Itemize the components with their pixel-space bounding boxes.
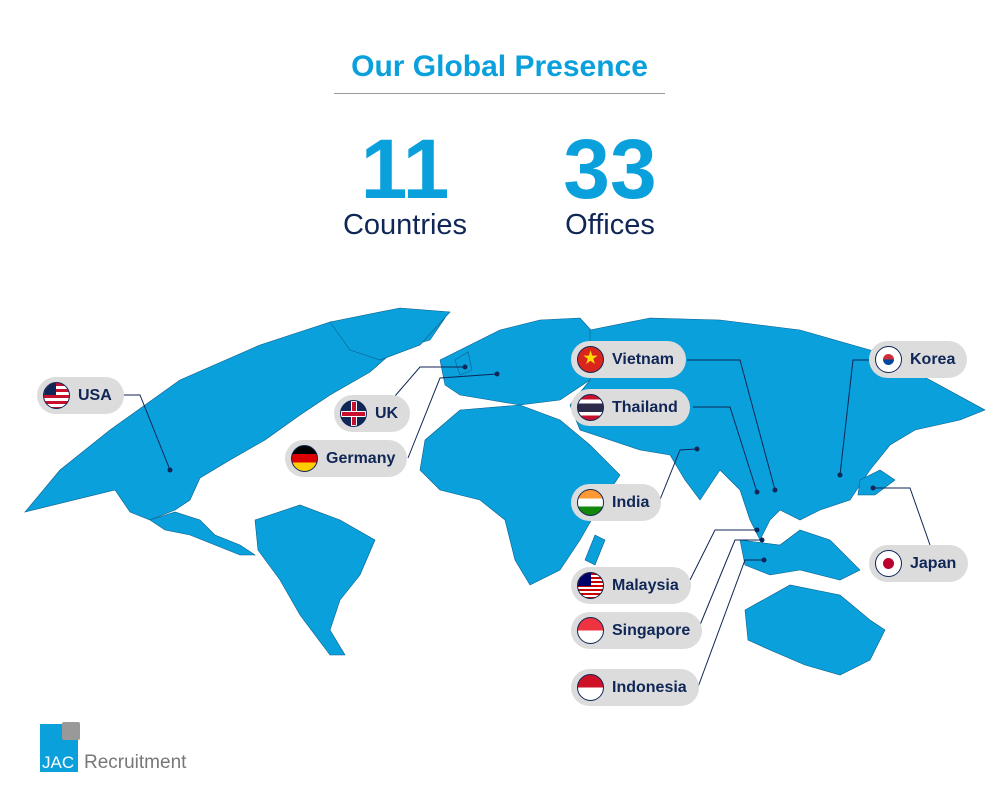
stat-label: Countries (342, 209, 468, 241)
location-vietnam: ★ Vietnam (571, 341, 686, 378)
thailand-flag-icon (577, 394, 604, 421)
vietnam-flag-icon: ★ (577, 346, 604, 373)
stat-label: Offices (565, 209, 655, 241)
location-uk: UK (334, 395, 411, 432)
stat-offices: 33 Offices (550, 122, 670, 242)
uk-flag-icon (340, 400, 367, 427)
location-label: USA (78, 386, 112, 404)
india-flag-icon (577, 489, 604, 516)
location-korea: Korea (869, 341, 968, 378)
location-label: UK (375, 404, 399, 422)
madagascar (584, 534, 606, 566)
title-divider (334, 93, 665, 94)
north-america (24, 311, 446, 521)
logo-name: Recruitment (84, 752, 187, 773)
africa (419, 404, 621, 586)
location-label: Malaysia (612, 576, 679, 594)
location-thailand: Thailand (571, 389, 690, 426)
location-malaysia: Malaysia (571, 567, 691, 604)
indonesia-flag-icon (577, 674, 604, 701)
singapore-flag-icon (577, 617, 604, 644)
stat-countries: 11 Countries (340, 122, 470, 242)
location-singapore: Singapore (571, 612, 703, 649)
us-flag-icon (43, 382, 70, 409)
location-label: Korea (910, 350, 956, 368)
indonesia (739, 529, 861, 581)
japan-flag-icon (875, 550, 902, 577)
central-america (149, 511, 256, 556)
south-america (254, 504, 376, 656)
location-usa: USA (37, 377, 124, 414)
greenland (329, 307, 451, 361)
location-india: India (571, 484, 662, 521)
location-label: Vietnam (612, 350, 674, 368)
location-label: Thailand (612, 398, 678, 416)
location-label: India (612, 493, 650, 511)
uk (454, 351, 473, 376)
location-japan: Japan (869, 545, 969, 582)
location-label: Indonesia (612, 678, 687, 696)
location-label: Japan (910, 554, 957, 572)
puzzle-piece-icon (62, 722, 80, 740)
stat-value: 33 (563, 122, 657, 216)
australia (744, 584, 886, 676)
stat-value: 11 (360, 122, 450, 216)
page-title: Our Global Presence (351, 50, 648, 83)
logo-brand: JAC (42, 753, 75, 772)
malaysia-flag-icon (577, 572, 604, 599)
location-label: Singapore (612, 621, 691, 639)
location-germany: Germany (285, 440, 408, 477)
germany-flag-icon (291, 445, 318, 472)
korea-flag-icon (875, 346, 902, 373)
world-map (24, 307, 986, 688)
location-indonesia: Indonesia (571, 669, 699, 706)
location-label: Germany (326, 449, 396, 467)
